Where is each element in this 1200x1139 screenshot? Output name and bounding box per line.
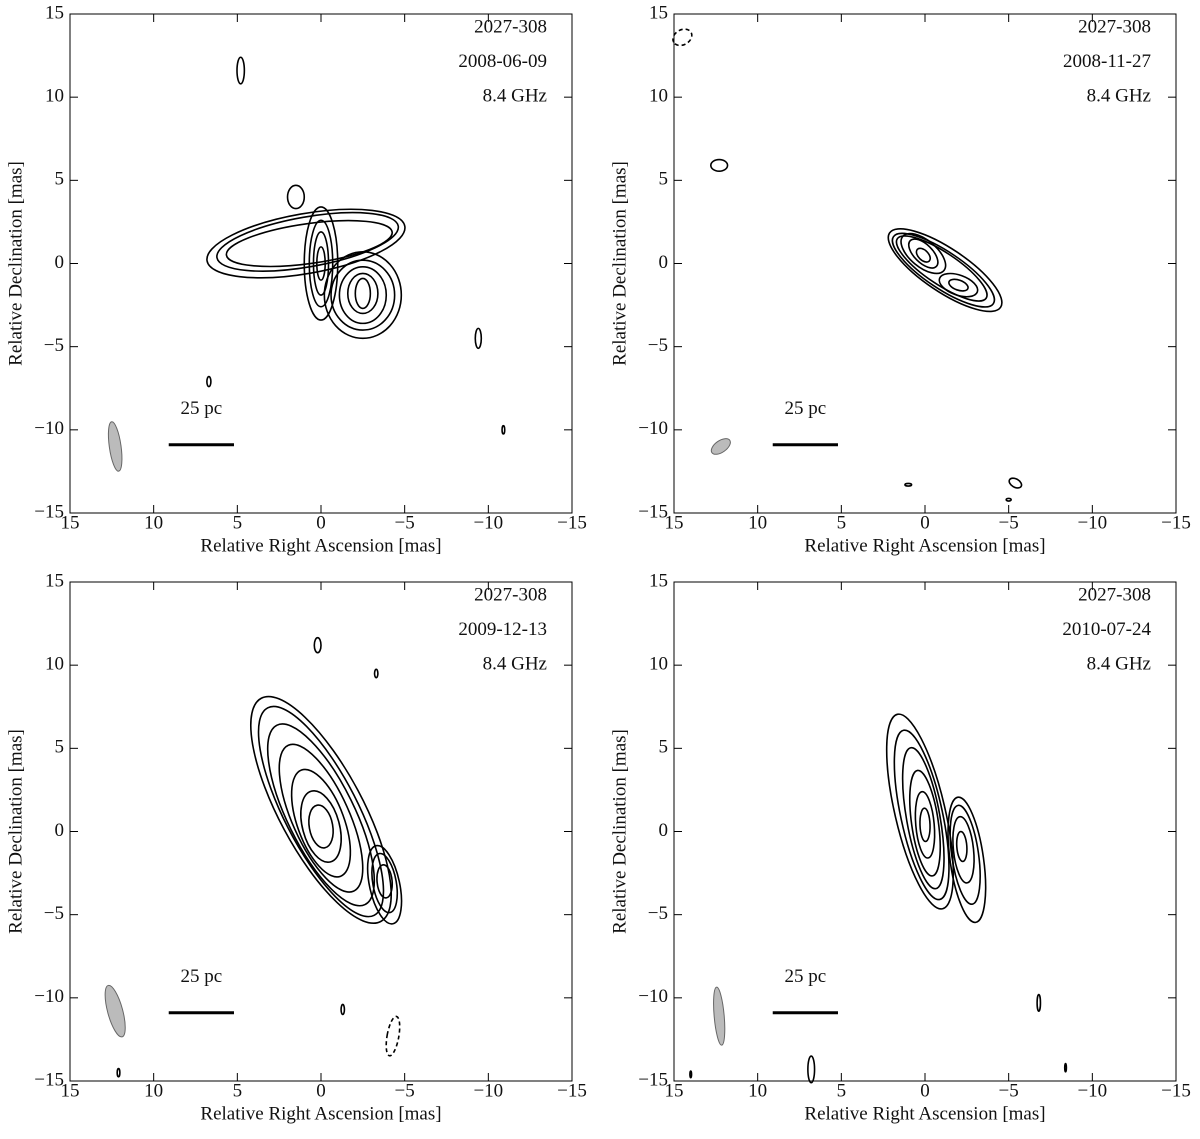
y-tick-label: 10 bbox=[649, 86, 668, 107]
x-tick-label: 15 bbox=[665, 1080, 684, 1101]
contour-map bbox=[101, 638, 418, 1077]
x-tick-label: −10 bbox=[473, 1080, 503, 1101]
x-tick-label: 0 bbox=[316, 1080, 326, 1101]
x-tick-label: −10 bbox=[473, 512, 503, 533]
y-tick-label: 15 bbox=[45, 2, 64, 23]
y-tick-label: 10 bbox=[45, 654, 64, 675]
x-tick-label: 0 bbox=[920, 1080, 930, 1101]
x-tick-label: 0 bbox=[920, 512, 930, 533]
annotation: 2027-308 bbox=[474, 584, 547, 605]
x-tick-label: 10 bbox=[748, 512, 767, 533]
x-tick-label: 5 bbox=[233, 512, 243, 533]
x-tick-label: −15 bbox=[557, 1080, 587, 1101]
x-tick-label: −15 bbox=[1161, 512, 1191, 533]
x-tick-label: −5 bbox=[395, 1080, 415, 1101]
x-axis-label: Relative Right Ascension [mas] bbox=[804, 535, 1045, 556]
y-tick-label: 5 bbox=[659, 737, 669, 758]
x-tick-label: 15 bbox=[61, 1080, 80, 1101]
y-tick-label: −10 bbox=[638, 418, 668, 439]
annotation: 8.4 GHz bbox=[483, 85, 547, 106]
y-tick-label: 15 bbox=[649, 2, 668, 23]
x-tick-label: −15 bbox=[557, 512, 587, 533]
x-tick-label: 10 bbox=[144, 1080, 163, 1101]
y-tick-label: −15 bbox=[638, 501, 668, 522]
annotation: 2027-308 bbox=[474, 16, 547, 37]
x-tick-label: −10 bbox=[1077, 1080, 1107, 1101]
y-tick-label: 5 bbox=[55, 169, 65, 190]
annotation: 2008-06-09 bbox=[458, 51, 547, 72]
y-tick-label: 15 bbox=[649, 570, 668, 591]
y-tick-label: −15 bbox=[34, 501, 64, 522]
y-tick-label: 0 bbox=[659, 252, 669, 273]
contour-map bbox=[106, 57, 505, 472]
x-tick-label: 5 bbox=[837, 512, 847, 533]
x-tick-label: −5 bbox=[999, 512, 1019, 533]
y-axis-label: Relative Declination [mas] bbox=[609, 729, 630, 934]
x-tick-label: −5 bbox=[395, 512, 415, 533]
x-tick-label: 15 bbox=[665, 512, 684, 533]
y-tick-label: −10 bbox=[34, 986, 64, 1007]
y-tick-label: −5 bbox=[44, 903, 64, 924]
x-axis-label: Relative Right Ascension [mas] bbox=[200, 535, 441, 556]
annotation: 8.4 GHz bbox=[483, 653, 547, 674]
scale-bar-label: 25 pc bbox=[785, 398, 827, 419]
y-tick-label: 10 bbox=[649, 654, 668, 675]
x-axis-label: Relative Right Ascension [mas] bbox=[200, 1103, 441, 1124]
y-tick-label: 10 bbox=[45, 86, 64, 107]
annotation: 8.4 GHz bbox=[1087, 85, 1151, 106]
contour-map bbox=[670, 26, 1023, 501]
y-tick-label: −5 bbox=[648, 335, 668, 356]
y-tick-label: 15 bbox=[45, 570, 64, 591]
annotation: 2008-11-27 bbox=[1063, 51, 1151, 72]
x-tick-label: −5 bbox=[999, 1080, 1019, 1101]
x-tick-label: 0 bbox=[316, 512, 326, 533]
annotation: 2010-07-24 bbox=[1062, 619, 1151, 640]
x-tick-label: 15 bbox=[61, 512, 80, 533]
y-tick-label: 5 bbox=[659, 169, 669, 190]
y-tick-label: −15 bbox=[638, 1069, 668, 1090]
x-tick-label: 10 bbox=[144, 512, 163, 533]
y-tick-label: −5 bbox=[44, 335, 64, 356]
y-tick-label: −10 bbox=[638, 986, 668, 1007]
y-axis-label: Relative Declination [mas] bbox=[5, 729, 26, 934]
annotation: 2009-12-13 bbox=[458, 619, 547, 640]
y-tick-label: 0 bbox=[55, 252, 65, 273]
y-tick-label: −10 bbox=[34, 418, 64, 439]
x-axis-label: Relative Right Ascension [mas] bbox=[804, 1103, 1045, 1124]
scale-bar-label: 25 pc bbox=[181, 398, 223, 419]
y-tick-label: 0 bbox=[659, 820, 669, 841]
annotation: 2027-308 bbox=[1078, 584, 1151, 605]
x-tick-label: −15 bbox=[1161, 1080, 1191, 1101]
annotation: 2027-308 bbox=[1078, 16, 1151, 37]
contour-map bbox=[690, 709, 1066, 1083]
y-tick-label: −5 bbox=[648, 903, 668, 924]
x-tick-label: 5 bbox=[233, 1080, 243, 1101]
scale-bar-label: 25 pc bbox=[181, 966, 223, 987]
annotation: 8.4 GHz bbox=[1087, 653, 1151, 674]
x-tick-label: −10 bbox=[1077, 512, 1107, 533]
y-axis-label: Relative Declination [mas] bbox=[609, 161, 630, 366]
x-tick-label: 10 bbox=[748, 1080, 767, 1101]
y-tick-label: 0 bbox=[55, 820, 65, 841]
y-axis-label: Relative Declination [mas] bbox=[5, 161, 26, 366]
x-tick-label: 5 bbox=[837, 1080, 847, 1101]
y-tick-label: 5 bbox=[55, 737, 65, 758]
y-tick-label: −15 bbox=[34, 1069, 64, 1090]
scale-bar-label: 25 pc bbox=[785, 966, 827, 987]
